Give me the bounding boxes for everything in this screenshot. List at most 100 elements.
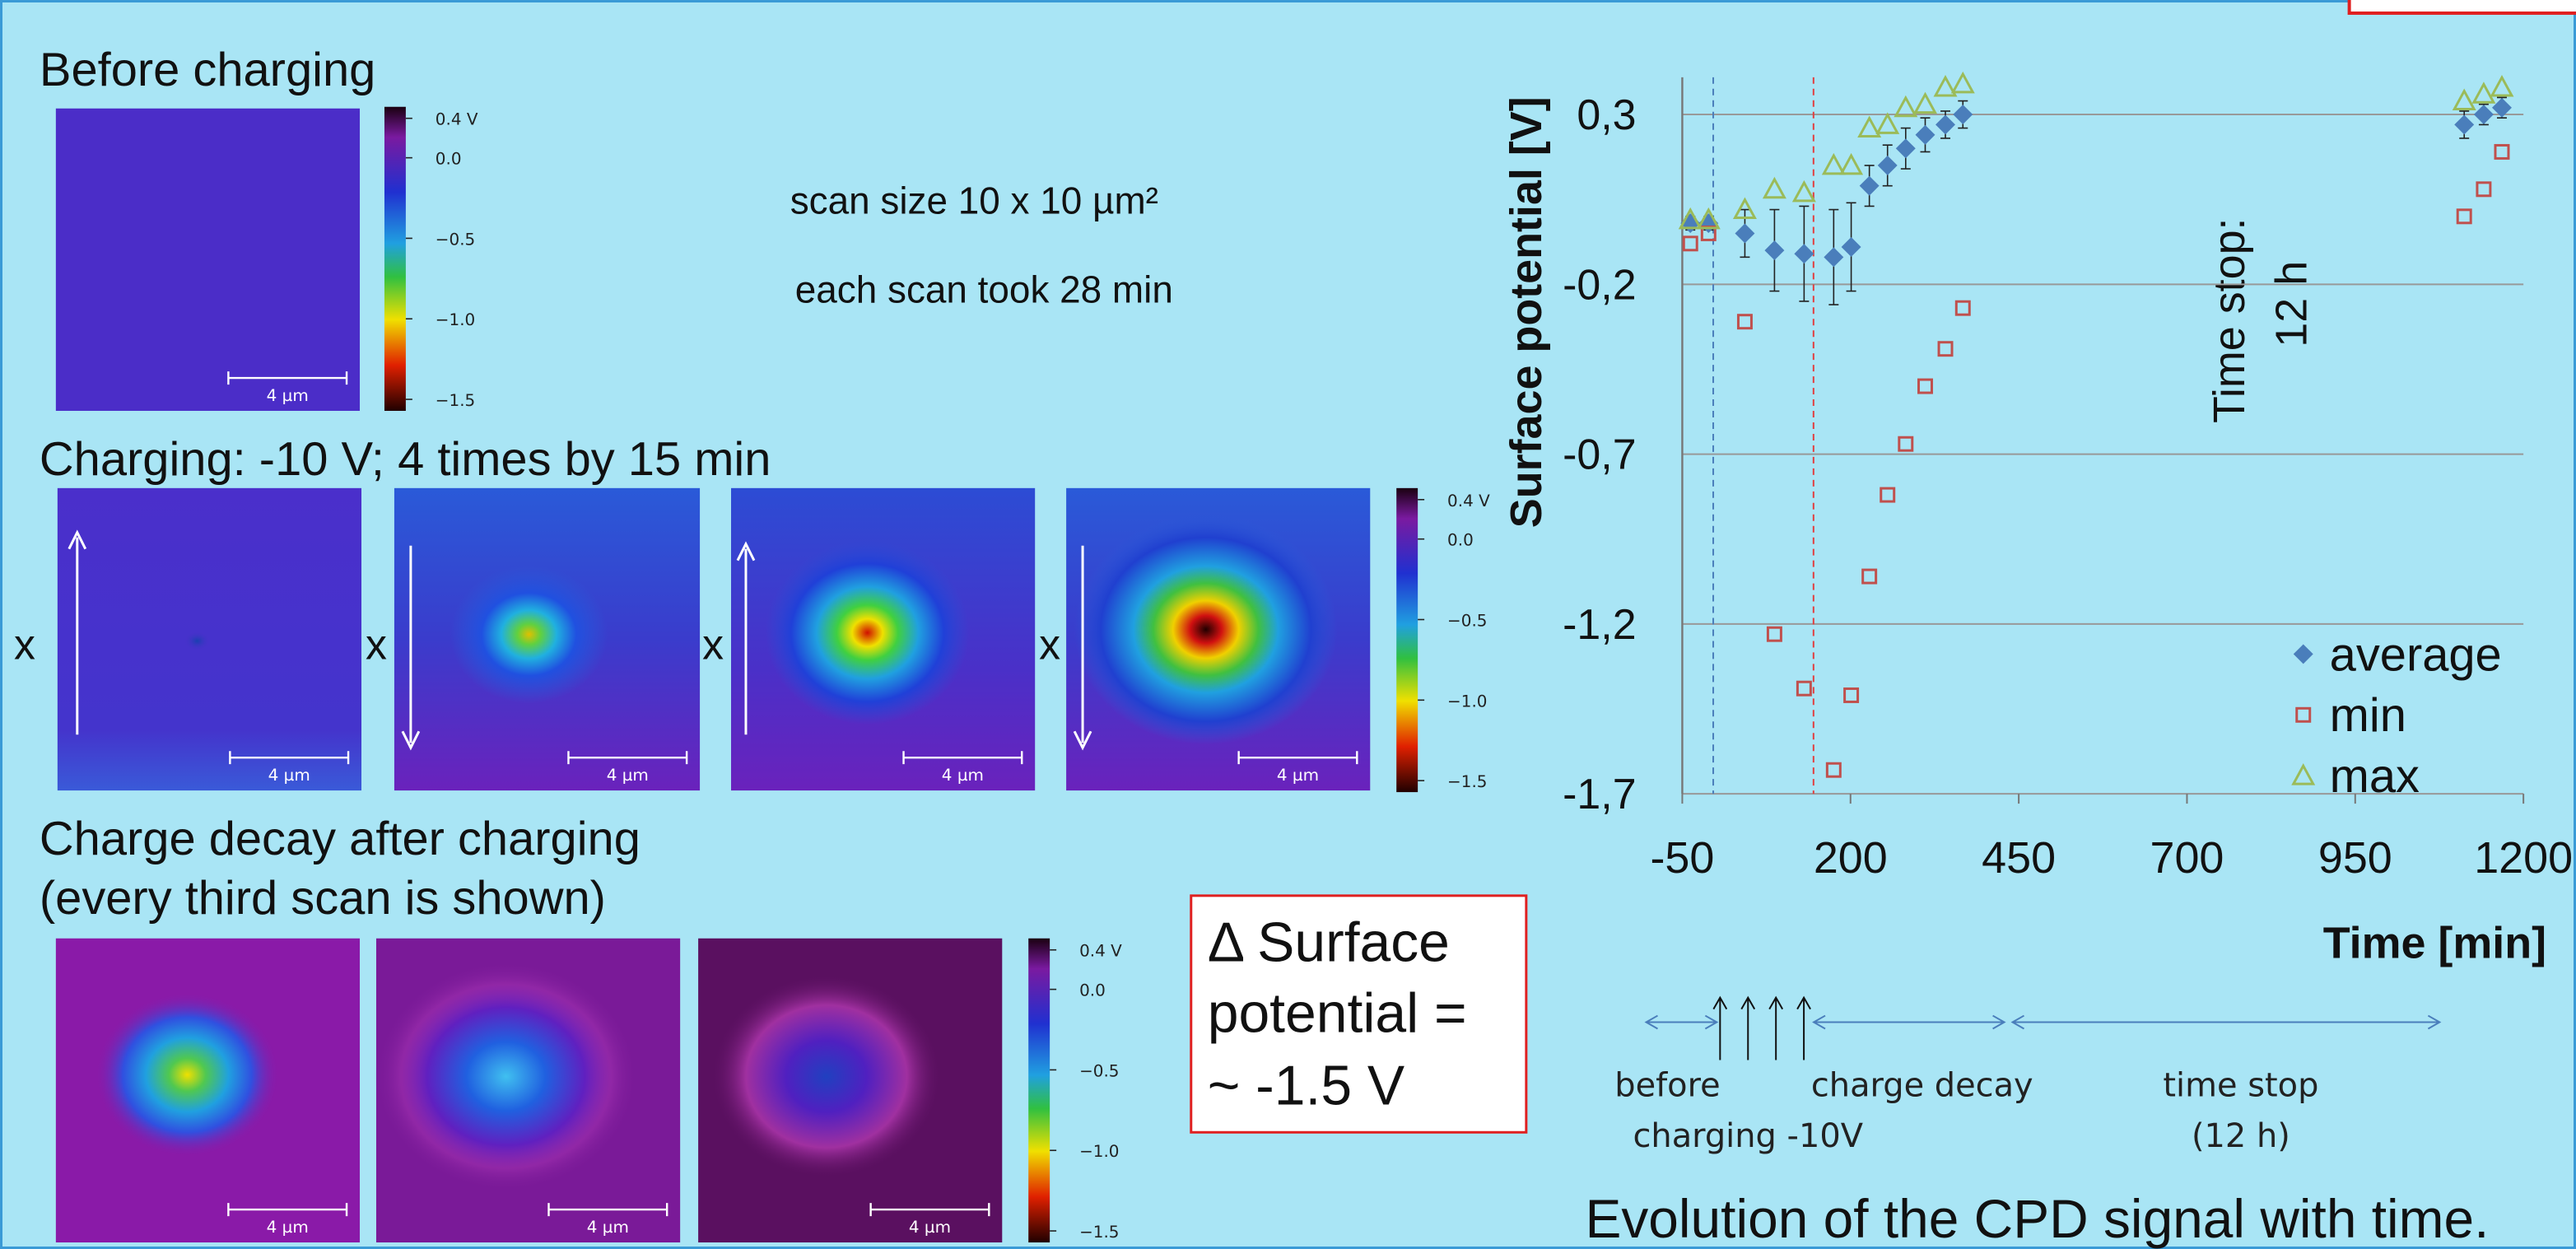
scale-bar [902,751,1023,765]
colorbar-label: −1.5 [436,390,475,410]
caption: Evolution of the CPD signal with time. [1585,1188,2489,1249]
scale-bar [227,1203,348,1217]
colorbar-label: −0.5 [436,229,475,249]
marker [1732,197,1757,220]
x-tick-label: 450 [1982,833,2056,883]
marker [1696,207,1721,230]
scale-bar-label: 4 µm [587,1217,629,1237]
timeline-arrows [1644,1014,2442,1030]
position-mark: x [366,620,387,668]
marker [1877,155,1898,175]
y-axis-title: Surface potential [V] [1502,96,1551,528]
colorbar-label: −0.5 [1079,1060,1119,1080]
marker [2471,82,2496,104]
legend-label: max [2330,750,2420,803]
legend-marker [2291,763,2316,785]
scan-image [57,487,362,791]
marker [1735,223,1755,244]
colorbar-label: −1.0 [1079,1141,1119,1161]
colorbar-label: 0.0 [1447,530,1474,550]
marker [2476,181,2492,198]
scale-bar-label: 4 µm [942,765,984,785]
marker [1937,341,1954,357]
callout-box [1190,894,1528,1134]
position-mark: x [1039,620,1060,668]
scale-bar [567,751,688,765]
marker [1917,378,1933,394]
colorbar-label: 0.0 [1079,981,1106,1000]
timeline-label: time stop [2163,1066,2318,1104]
y-tick-label: 0,3 [1577,91,1636,138]
timeline-label: before [1614,1066,1720,1104]
section-title: Charge decay after charging [40,813,641,865]
marker [1841,236,1861,257]
x-axis-title: Time [min] [2323,919,2546,968]
scan-image [374,938,681,1243]
x-tick-label: 1200 [2474,833,2573,883]
marker [1915,124,1935,145]
marker [1895,138,1916,159]
scale-bar-label: 4 µm [607,765,649,785]
y-tick-label: -0,7 [1563,431,1636,478]
note: scan size 10 x 10 µm² [790,179,1158,221]
marker [1678,207,1703,230]
scan-image [731,487,1036,791]
colorbar-label: −1.5 [1079,1222,1119,1242]
colorbar-label: 0.4 V [436,110,478,129]
marker [1880,487,1896,503]
section-title: Before charging [40,44,375,96]
marker [2473,105,2494,125]
marker [2452,88,2476,111]
x-tick-label: -50 [1650,833,1714,883]
colorbar-label: 0.0 [436,149,462,169]
scale-bar [1237,751,1358,765]
marker [1766,626,1782,642]
annotation: 12 h [2267,261,2317,347]
scan-image [1066,487,1371,791]
x-tick-label: 700 [2150,833,2224,883]
y-tick-label: -1,2 [1563,600,1636,648]
legend-marker [2295,706,2312,723]
timeline-label: (12 h) [2192,1117,2290,1155]
section-title: (every third scan is shown) [40,872,606,925]
scale-bar [547,1203,668,1217]
marker [2492,97,2512,118]
scan-image [55,108,361,412]
marker [1791,179,1816,203]
marker [1935,114,1955,135]
y-tick-label: -0,2 [1563,260,1636,308]
marker [1821,152,1846,175]
scale-bar-label: 4 µm [268,765,310,785]
position-mark: x [14,620,35,668]
scan-image [698,938,1003,1243]
marker [1682,235,1698,252]
marker [2494,143,2510,160]
section-title: Charging: -10 V; 4 times by 15 min [40,433,771,486]
colorbar-label: −1.0 [1447,691,1487,711]
marker [1843,687,1860,703]
marker [1825,762,1842,778]
marker [1857,115,1882,138]
charging-arrows [1712,995,1811,1060]
x-tick-label: 200 [1814,833,1888,883]
corner-box [2347,0,2576,15]
marker [1933,74,1958,97]
colorbar-label: −1.0 [436,310,475,329]
annotation: Time stop: [2205,217,2254,423]
legend-marker [2293,644,2313,664]
y-tick-label: -1,7 [1563,770,1636,818]
marker [1839,152,1864,175]
scale-bar-label: 4 µm [267,1217,309,1237]
callout-text: Δ Surface [1208,912,1450,974]
timeline-label: charge decay [1811,1066,2033,1104]
position-mark: x [702,620,724,668]
marker [1762,176,1786,199]
scale-bar-label: 4 µm [1277,765,1319,785]
callout-text: potential = [1208,983,1467,1045]
scale-bar-label: 4 µm [267,385,309,405]
colorbar-label: −1.5 [1447,771,1487,791]
colorbar-label: 0.4 V [1447,491,1490,510]
callout-text: ~ -1.5 V [1208,1055,1404,1116]
colorbar [1396,487,1418,793]
marker [1894,95,1918,118]
